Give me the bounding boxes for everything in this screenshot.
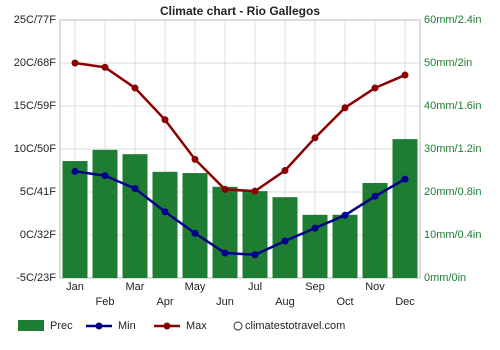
x-tick-label: Jan <box>66 281 84 293</box>
y-tick-label: 20C/68F <box>14 57 56 69</box>
y-tick-label: 25C/77F <box>14 14 56 26</box>
line <box>74 61 406 193</box>
marker <box>71 59 79 67</box>
legend-label: Max <box>186 320 207 332</box>
marker <box>311 134 319 142</box>
marker <box>161 208 169 216</box>
legend-label: Prec <box>50 320 73 332</box>
marker <box>401 71 409 79</box>
legend-label: Min <box>118 320 136 332</box>
chart-title: Climate chart - Rio Gallegos <box>160 4 320 18</box>
marker <box>161 116 169 124</box>
y-tick-label: 10C/50F <box>14 143 56 155</box>
y2-tick-label: 50mm/2in <box>424 57 472 69</box>
marker <box>131 84 139 92</box>
bar <box>182 173 208 278</box>
y-tick-label: 15C/59F <box>14 100 56 112</box>
x-tick-label: Nov <box>365 281 385 293</box>
line <box>74 170 406 257</box>
bar <box>212 186 238 278</box>
bar <box>122 154 148 278</box>
x-tick-label: Jul <box>248 281 262 293</box>
legend-swatch <box>18 320 44 331</box>
marker <box>281 237 289 245</box>
x-tick-label: Apr <box>156 296 173 308</box>
marker <box>311 224 319 232</box>
y2-tick-label: 10mm/0.4in <box>424 229 481 241</box>
x-tick-label: Oct <box>336 296 353 308</box>
y2-tick-label: 0mm/0in <box>424 272 466 284</box>
x-tick-label: Aug <box>275 296 295 308</box>
y2-tick-label: 40mm/1.6in <box>424 100 481 112</box>
marker <box>191 229 199 237</box>
marker <box>221 185 229 193</box>
marker <box>251 251 259 259</box>
y2-tick-label: 60mm/2.4in <box>424 14 481 26</box>
marker <box>251 187 259 195</box>
x-tick-label: Dec <box>395 296 415 308</box>
bar <box>92 149 118 278</box>
y-tick-label: 0C/32F <box>20 229 56 241</box>
marker <box>341 104 349 112</box>
marker <box>101 63 109 71</box>
y-tick-label: 5C/41F <box>20 186 56 198</box>
bar <box>332 214 358 278</box>
watermark: climatestotravel.com <box>245 320 345 332</box>
marker <box>341 211 349 219</box>
x-tick-label: May <box>185 281 206 293</box>
y-tick-label: -5C/23F <box>16 272 56 284</box>
marker <box>191 155 199 163</box>
y2-tick-label: 30mm/1.2in <box>424 143 481 155</box>
marker <box>101 172 109 180</box>
plot-frame <box>59 19 421 279</box>
x-tick-label: Feb <box>96 296 115 308</box>
x-tick-label: Mar <box>126 281 145 293</box>
marker <box>281 167 289 174</box>
bar <box>62 161 88 278</box>
marker <box>401 175 409 183</box>
y2-tick-label: 20mm/0.8in <box>424 186 481 198</box>
bar <box>152 171 178 278</box>
legend-marker <box>95 322 103 330</box>
x-tick-label: Sep <box>305 281 325 293</box>
bar <box>392 139 418 278</box>
x-tick-label: Jun <box>216 296 234 308</box>
bar <box>242 191 268 278</box>
marker <box>371 84 379 92</box>
marker <box>371 192 379 200</box>
marker <box>71 167 79 175</box>
marker <box>221 249 229 257</box>
legend-marker <box>163 322 171 330</box>
watermark-icon <box>233 321 243 331</box>
marker <box>131 185 139 193</box>
